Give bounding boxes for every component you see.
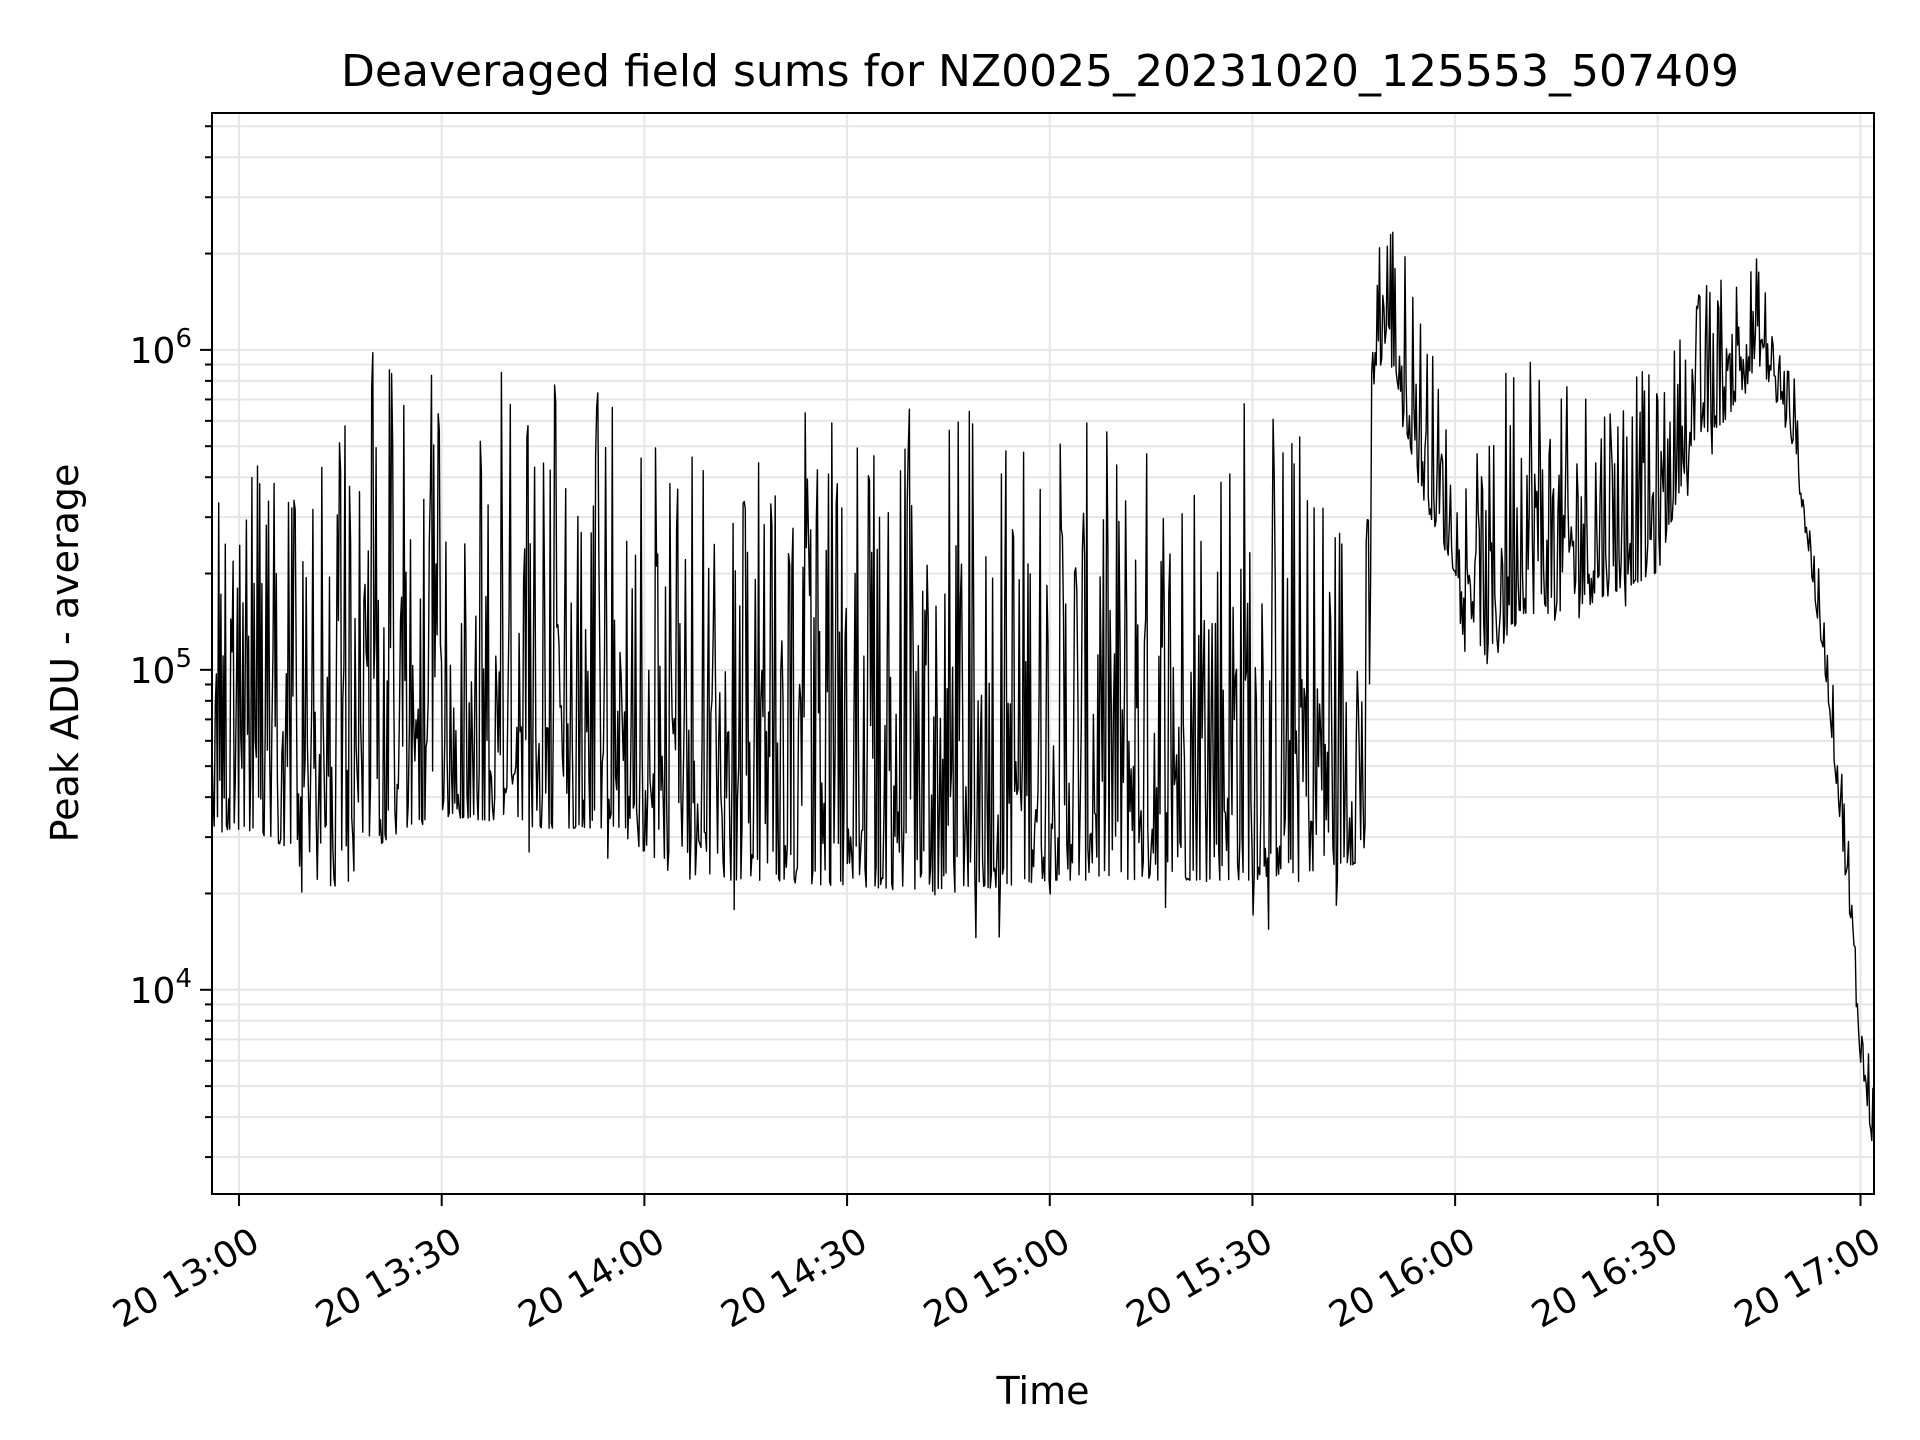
x-axis-label: Time (996, 1369, 1090, 1413)
y-tick-label: 106 (130, 324, 192, 372)
series-line (212, 231, 1874, 1157)
gridlines (212, 113, 1874, 1194)
y-tick-label: 105 (130, 644, 192, 692)
plot-frame (211, 112, 1875, 1195)
chart-title: Deaveraged field sums for NZ0025_2023102… (341, 46, 1739, 97)
y-axis: 104 105 106 (130, 125, 212, 1159)
y-axis-label: Peak ADU - average (43, 464, 87, 843)
y-tick-label: 104 (130, 964, 192, 1012)
